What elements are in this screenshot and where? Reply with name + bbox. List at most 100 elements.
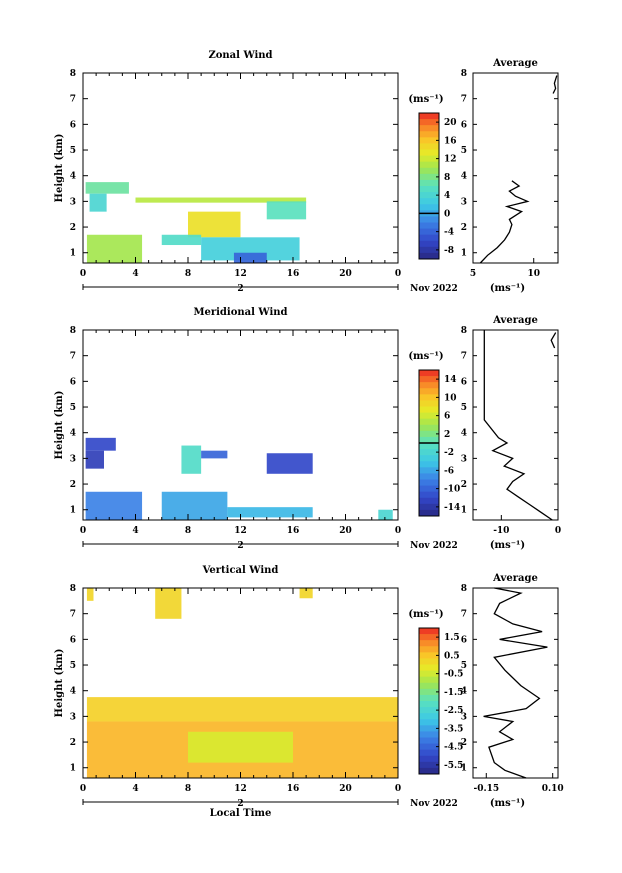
- colorbar-segment: [419, 418, 439, 426]
- x-tick-label: 0: [80, 269, 86, 279]
- y-tick-label: 7: [70, 610, 76, 620]
- y-tick-label: 7: [70, 95, 76, 105]
- colorbar-tick-label: 14: [444, 375, 457, 385]
- colorbar-segment: [419, 509, 439, 517]
- y-tick-label: 3: [70, 454, 76, 464]
- data-region: [161, 491, 228, 520]
- y-tick-label: 4: [70, 172, 76, 182]
- y-tick-label: 3: [70, 712, 76, 722]
- colorbar-tick-label: 1.5: [444, 633, 460, 643]
- average-y-tick-label: 7: [461, 95, 467, 105]
- average-x-tick-label: 0: [555, 526, 561, 536]
- y-tick-label: 2: [70, 480, 76, 490]
- colorbar-segment: [419, 731, 439, 738]
- data-region: [135, 197, 307, 203]
- colorbar-segment: [419, 443, 439, 450]
- colorbar-frame: [418, 627, 440, 775]
- colorbar-tick-label: 2: [444, 430, 450, 440]
- colorbar-segment: [419, 394, 439, 401]
- x-tick-label: 12: [234, 269, 247, 279]
- average-frame: [472, 72, 559, 264]
- average-x-tick-label: 5: [470, 269, 476, 279]
- y-tick-label: 2: [70, 223, 76, 233]
- average-x-label: (ms⁻¹): [490, 540, 525, 551]
- colorbar-tick-label: 12: [444, 155, 457, 165]
- average-y-tick-label: 2: [461, 223, 467, 233]
- y-tick-label: 5: [70, 146, 76, 156]
- colorbar-tick-label: -3.5: [444, 724, 463, 734]
- colorbar-segment: [419, 719, 439, 726]
- colorbar-segment: [419, 701, 439, 708]
- colorbar-segment: [419, 406, 439, 414]
- colorbar-segment: [419, 234, 439, 242]
- average-y-tick-label: 5: [461, 146, 467, 156]
- colorbar-tick-label: -14: [444, 503, 460, 513]
- data-region: [188, 211, 241, 238]
- average-y-tick-label: 1: [461, 506, 467, 516]
- average-profile-line: [550, 332, 557, 349]
- colorbar-segment: [419, 743, 439, 751]
- average-y-tick-label: 6: [461, 635, 467, 645]
- y-tick-label: 5: [70, 661, 76, 671]
- average-y-tick-label: 5: [461, 403, 467, 413]
- data-region: [378, 509, 393, 520]
- y-axis-label: Height (km): [54, 391, 65, 460]
- average-profile-line: [483, 330, 553, 521]
- average-x-tick-label: -0.15: [473, 784, 499, 794]
- y-tick-label: 8: [70, 584, 76, 594]
- colorbar-segment: [419, 179, 439, 187]
- colorbar-segment: [419, 646, 439, 653]
- colorbar-segment: [419, 707, 439, 714]
- colorbar-tick-label: -10: [444, 485, 460, 495]
- x-tick-label: 20: [339, 784, 352, 794]
- colorbar-tick-label: -2.5: [444, 706, 463, 716]
- average-title: Average: [492, 58, 538, 69]
- data-region: [227, 507, 313, 518]
- panel-title: Zonal Wind: [208, 50, 272, 61]
- y-tick-label: 7: [70, 352, 76, 362]
- y-tick-label: 8: [70, 69, 76, 79]
- x-tick-label: 8: [185, 526, 191, 536]
- average-y-tick-label: 4: [461, 172, 467, 182]
- colorbar-segment: [419, 370, 439, 377]
- average-y-tick-label: 8: [461, 69, 467, 79]
- average-y-tick-label: 4: [461, 429, 467, 439]
- x-tick-label: 8: [185, 784, 191, 794]
- colorbar-tick-label: 8: [444, 173, 450, 183]
- average-y-tick-label: 8: [461, 584, 467, 594]
- colorbar-tick-label: -8: [444, 246, 454, 256]
- y-tick-label: 6: [70, 377, 76, 387]
- x-tick-label: 0: [395, 526, 401, 536]
- colorbar-segment: [419, 222, 439, 230]
- y-tick-label: 4: [70, 429, 76, 439]
- colorbar-segment: [419, 682, 439, 690]
- colorbar-segment: [419, 149, 439, 157]
- date-day: 2: [237, 541, 243, 551]
- average-y-tick-label: 1: [461, 249, 467, 259]
- y-tick-label: 2: [70, 738, 76, 748]
- colorbar-segment: [419, 491, 439, 499]
- data-region: [266, 201, 307, 220]
- y-tick-label: 6: [70, 120, 76, 130]
- x-tick-label: 4: [132, 526, 138, 536]
- colorbar-segment: [419, 767, 439, 775]
- y-tick-label: 4: [70, 687, 76, 697]
- average-y-tick-label: 7: [461, 610, 467, 620]
- colorbar-segment: [419, 634, 439, 641]
- colorbar-tick-label: -2: [444, 448, 454, 458]
- colorbar-segment: [419, 676, 439, 684]
- colorbar-segment: [419, 173, 439, 181]
- colorbar-segment: [419, 131, 439, 138]
- data-region: [89, 193, 107, 212]
- date-day: 2: [237, 799, 243, 809]
- colorbar-segment: [419, 137, 439, 144]
- data-region: [201, 450, 228, 459]
- average-y-tick-label: 3: [461, 197, 467, 207]
- colorbar-segment: [419, 485, 439, 493]
- data-region: [85, 182, 129, 194]
- colorbar-tick-label: 0.5: [444, 651, 460, 661]
- colorbar-tick-label: 4: [444, 191, 450, 201]
- colorbar-segment: [419, 430, 439, 438]
- average-y-tick-label: 6: [461, 377, 467, 387]
- colorbar-segment: [419, 640, 439, 647]
